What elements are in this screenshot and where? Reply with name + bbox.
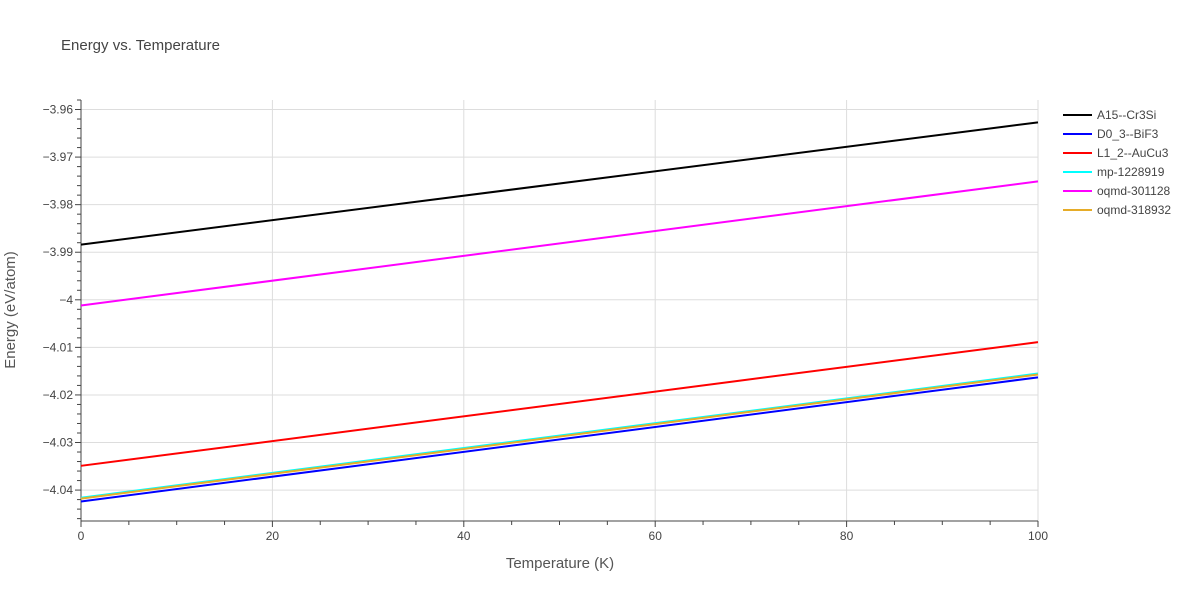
y-tick-label: −3.97 <box>43 150 74 164</box>
y-tick-label: −4.03 <box>43 436 74 450</box>
chart-title: Energy vs. Temperature <box>61 37 220 54</box>
grid <box>80 100 1039 521</box>
series-line-A15--Cr3Si <box>80 121 1039 246</box>
x-tick-label: 80 <box>840 529 854 543</box>
legend-entry: mp-1228919 <box>1097 165 1165 179</box>
x-axis-label: Temperature (K) <box>506 555 614 572</box>
y-tick-label: −4 <box>59 293 73 307</box>
x-tick-label: 20 <box>266 529 280 543</box>
legend-entry: L1_2--AuCu3 <box>1097 146 1169 160</box>
series-line-oqmd-318932 <box>80 373 1039 500</box>
x-tick-label: 100 <box>1028 529 1048 543</box>
y-axis-label: Energy (eV/atom) <box>2 251 19 369</box>
legend-entry: oqmd-301128 <box>1097 184 1170 198</box>
y-tick-label: −4.01 <box>43 340 74 354</box>
x-tick-label: 40 <box>457 529 471 543</box>
y-tick-label: −4.04 <box>43 483 74 497</box>
legend-entry: oqmd-318932 <box>1097 203 1171 217</box>
series-line-oqmd-301128 <box>80 180 1039 307</box>
series-line-D0_3--BiF3 <box>80 376 1039 503</box>
y-tick-label: −4.02 <box>43 388 74 402</box>
x-tick-label: 0 <box>78 529 85 543</box>
series-line-L1_2--AuCu3 <box>80 341 1039 467</box>
y-tick-label: −3.98 <box>43 198 74 212</box>
y-tick-label: −3.99 <box>43 245 74 259</box>
legend: A15--Cr3Si D0_3--BiF3 L1_2--AuCu3 mp-122891… <box>1063 108 1171 217</box>
legend-entry: D0_3--BiF3 <box>1097 127 1159 141</box>
axes: 0 20 40 60 80 100 −4.04 −4.03 −4.02 −4.01 −4 −3.99 −… <box>43 99 1048 543</box>
legend-entry: A15--Cr3Si <box>1097 108 1156 122</box>
x-tick-label: 60 <box>649 529 663 543</box>
y-tick-label: −3.96 <box>43 103 74 117</box>
plot-area <box>80 121 1039 503</box>
